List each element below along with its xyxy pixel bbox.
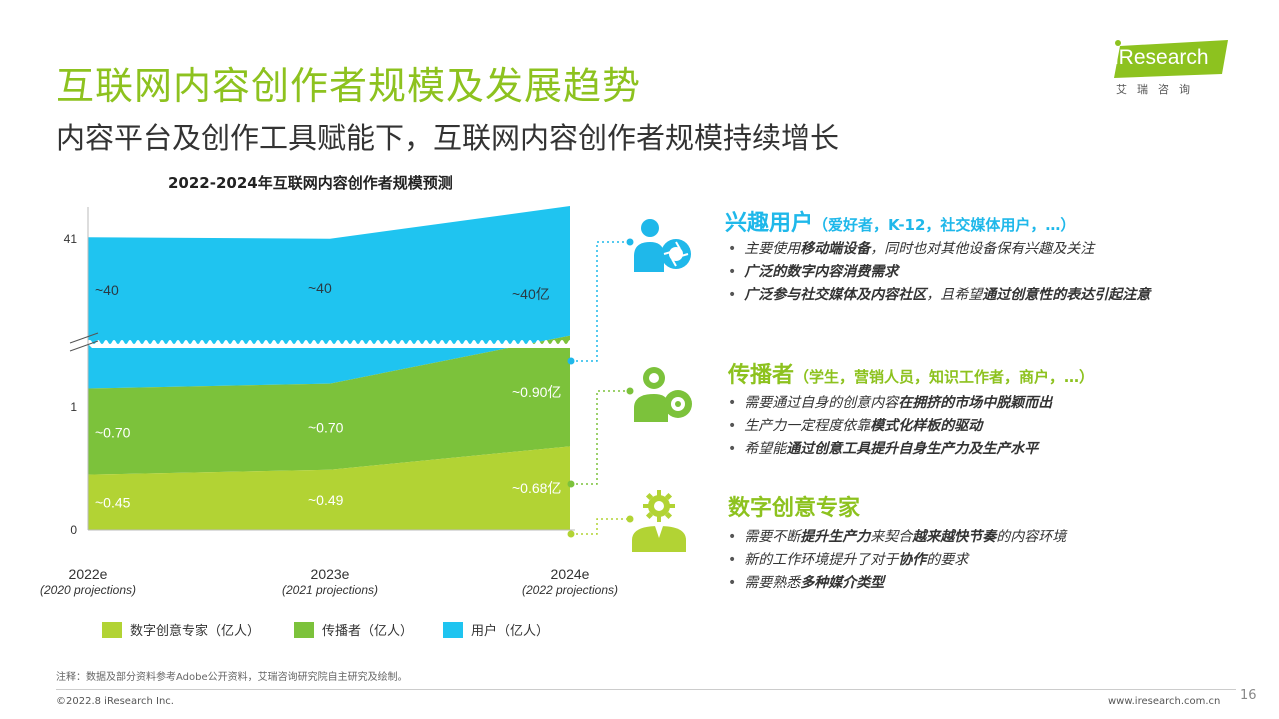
bullet-text: 生产力一定程度依靠 [744,418,871,434]
bullet-text: 主要使用 [744,241,801,257]
bullet-emphasis: 移动端设备 [800,241,871,257]
bullet-item: 需要通过自身的创意内容在拥挤的市场中脱颖而出 [728,392,1052,415]
bullet-text: 需要熟悉 [744,575,801,591]
area-series-experts [88,446,570,530]
legend-swatch [294,621,314,638]
bullet-emphasis: 通过创意性的表达引起注意 [982,287,1151,303]
page-title: 互联网内容创作者规模及发展趋势 [56,64,642,108]
page-subtitle: 内容平台及创作工具赋能下，互联网内容创作者规模持续增长 [56,121,840,155]
bullet-text: 希望能 [744,441,787,457]
bullet-item: 需要熟悉多种媒介类型 [728,572,1066,595]
footer-divider [56,689,1236,690]
bullet-emphasis: 广泛的数字内容消费需求 [744,264,899,280]
logo-brand: iResearch [1114,46,1209,69]
copyright: ©2022.8 iResearch Inc. [56,696,174,707]
legend-label: 用户（亿人） [471,624,550,639]
iresearch-logo [1114,40,1228,78]
segment-title-spreaders: 传播者（学生，营销人员，知识工作者，商户，…） [728,357,1094,389]
logo-cn: 艾瑞咨询 [1116,83,1200,96]
bullet-emphasis: 广泛参与社交媒体及内容社区 [744,287,927,303]
segment-title-interest-users: 兴趣用户（爱好者，K-12，社交媒体用户，…） [725,205,1075,237]
y-tick-label: 41 [64,232,78,246]
bullet-item: 生产力一定程度依靠模式化样板的驱动 [728,415,1052,438]
x-tick-label: 2023e [311,566,350,582]
bullet-item: 主要使用移动端设备，同时也对其他设备保有兴趣及关注 [728,238,1150,261]
bullet-text: 需要不断 [744,529,801,545]
bullet-emphasis: 在拥挤的市场中脱颖而出 [898,395,1053,411]
segment-title-digital-experts: 数字创意专家 [728,490,860,522]
legend-label: 传播者（亿人） [322,624,414,639]
data-label: ~0.45 [95,494,131,510]
data-label: ~0.70 [308,420,344,436]
website-link[interactable]: www.iresearch.com.cn [1108,696,1221,707]
x-tick-note: (2020 projections) [40,583,136,597]
data-label: ~0.49 [308,492,344,508]
axis-break-mark [69,340,99,352]
segment-name: 数字创意专家 [728,496,861,521]
bullet-item: 广泛的数字内容消费需求 [728,261,1150,284]
segment-subtitle: （爱好者，K-12，社交媒体用户，…） [813,216,1076,234]
bullet-text: 的要求 [926,552,969,568]
stacked-area-chart: 0 1 41 2022e(2020 projections) 2023e(2021 pr… [40,206,618,597]
bullet-emphasis: 模式化样板的驱动 [870,418,983,434]
y-tick-label: 1 [70,400,77,414]
legend-swatch [443,621,463,638]
axis-break-mark [69,332,99,344]
bullet-item: 新的工作环境提升了对于协作的要求 [728,549,1066,572]
legend-item-users: 用户（亿人） [443,620,549,639]
area-series-spreaders [88,335,570,475]
legend-swatch [102,621,122,638]
data-label: ~0.68亿 [512,480,561,496]
segment-name: 兴趣用户 [725,211,814,236]
data-label: ~40 [95,282,119,298]
bullet-emphasis: 协作 [898,552,927,568]
segment-bullets-interest-users: 主要使用移动端设备，同时也对其他设备保有兴趣及关注广泛的数字内容消费需求广泛参与… [728,238,1150,307]
x-tick-note: (2022 projections) [522,583,618,597]
connector-lines [567,238,634,538]
segment-bullets-digital-experts: 需要不断提升生产力来契合越来越快节奏的内容环境新的工作环境提升了对于协作的要求需… [728,526,1066,595]
segment-subtitle: （学生，营销人员，知识工作者，商户，…） [794,368,1095,386]
bullet-text: ，同时也对其他设备保有兴趣及关注 [870,241,1095,257]
legend-item-experts: 数字创意专家（亿人） [102,620,260,639]
bullet-text: ，且希望 [926,287,983,303]
person-camera-shutter-icon [634,219,691,272]
bullet-item: 广泛参与社交媒体及内容社区，且希望通过创意性的表达引起注意 [728,284,1150,307]
bullet-item: 希望能通过创意工具提升自身生产力及生产水平 [728,438,1052,461]
y-tick-label: 0 [70,523,77,537]
segment-name: 传播者 [728,363,795,388]
data-label: ~0.90亿 [512,384,561,400]
legend-label: 数字创意专家（亿人） [130,624,261,639]
legend-item-spreaders: 传播者（亿人） [294,620,413,639]
segment-bullets-spreaders: 需要通过自身的创意内容在拥挤的市场中脱颖而出生产力一定程度依靠模式化样板的驱动希… [728,392,1052,461]
axis-break-band [86,340,576,348]
bullet-text: 新的工作环境提升了对于 [744,552,899,568]
data-label: ~40亿 [512,286,550,302]
data-label: ~40 [308,280,332,296]
person-webcam-icon [634,367,692,422]
bullet-emphasis: 越来越快节奏 [912,529,997,545]
bullet-emphasis: 通过创意工具提升自身生产力及生产水平 [786,441,1039,457]
x-tick-label: 2022e [69,566,108,582]
bullet-text: 来契合 [870,529,913,545]
x-tick-label: 2024e [551,566,590,582]
data-label: ~0.70 [95,425,131,441]
page-number: 16 [1240,688,1257,703]
person-gear-icon [632,490,686,552]
footnote: 注释：数据及部分资料参考Adobe公开资料，艾瑞咨询研究院自主研究及绘制。 [56,672,408,683]
bullet-text: 的内容环境 [996,529,1067,545]
bullet-text: 需要通过自身的创意内容 [744,395,899,411]
x-tick-note: (2021 projections) [282,583,378,597]
bullet-item: 需要不断提升生产力来契合越来越快节奏的内容环境 [728,526,1066,549]
bullet-emphasis: 提升生产力 [800,529,871,545]
chart-title: 2022-2024年互联网内容创作者规模预测 [168,174,453,192]
bullet-emphasis: 多种媒介类型 [800,575,885,591]
